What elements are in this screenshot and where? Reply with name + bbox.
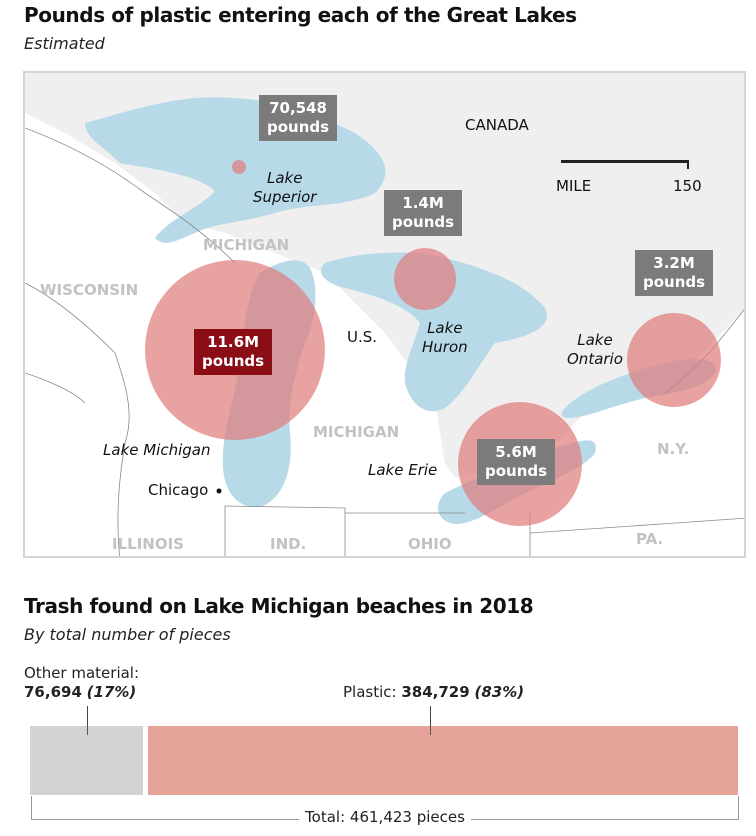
other-label: Other material: [24, 664, 140, 682]
state-michigan-upper: MICHIGAN [203, 236, 290, 254]
scale-unit: MILE [556, 177, 592, 195]
badge-erie: 5.6M pounds [477, 439, 556, 485]
plastic-pct: (83%) [474, 683, 525, 701]
state-illinois: ILLINOIS [112, 535, 184, 553]
lake-huron [321, 252, 547, 412]
label-lake-michigan: Lake Michigan [103, 441, 211, 459]
scale-value: 150 [673, 177, 702, 195]
plastic-label: Plastic: [343, 683, 397, 701]
canada-label: CANADA [465, 116, 529, 134]
other-pct: (17%) [86, 683, 137, 701]
badge-superior: 70,548 pounds [259, 95, 338, 141]
us-label: U.S. [347, 328, 378, 346]
badge-ontario: 3.2M pounds [635, 250, 714, 296]
plastic-leader-line-inner [430, 726, 431, 735]
badge-michigan: 11.6M pounds [194, 329, 273, 375]
great-lakes-map: CANADA U.S. MILE 150 MICHIGAN MICHIGAN W… [23, 71, 746, 558]
trash-title: Trash found on Lake Michigan beaches in … [24, 594, 534, 618]
trash-subtitle: By total number of pieces [24, 625, 231, 644]
state-wisconsin: WISCONSIN [40, 281, 139, 299]
label-lake-erie: Lake Erie [368, 461, 438, 479]
state-michigan-lower: MICHIGAN [313, 423, 400, 441]
scale-tick [687, 160, 689, 169]
bar-plastic [148, 726, 738, 795]
other-value: 76,694 [24, 683, 82, 701]
map-graphic [25, 73, 744, 556]
chicago-dot [216, 488, 222, 494]
plastic-caption: Plastic: 384,729 (83%) [343, 683, 524, 702]
state-new-york: N.Y. [657, 440, 690, 458]
other-leader-line-inner [87, 726, 88, 735]
other-caption: Other material: 76,694 (17%) [24, 664, 139, 702]
city-chicago: Chicago [148, 481, 209, 499]
plastic-value: 384,729 [401, 683, 470, 701]
map-title: Pounds of plastic entering each of the G… [24, 3, 577, 27]
bar-other [30, 726, 143, 795]
state-pennsylvania: PA. [636, 530, 664, 548]
badge-huron: 1.4M pounds [384, 190, 463, 236]
total-label: Total: 461,423 pieces [0, 808, 756, 826]
map-subtitle: Estimated [24, 34, 105, 53]
other-leader-line [87, 706, 88, 736]
label-lake-ontario: Lake Ontario [567, 331, 623, 368]
plastic-leader-line [430, 706, 431, 736]
scale-bar [561, 160, 689, 163]
state-indiana: IND. [270, 535, 307, 553]
label-lake-superior: Lake Superior [253, 169, 317, 206]
state-ohio: OHIO [408, 535, 452, 553]
label-lake-huron: Lake Huron [422, 319, 468, 356]
